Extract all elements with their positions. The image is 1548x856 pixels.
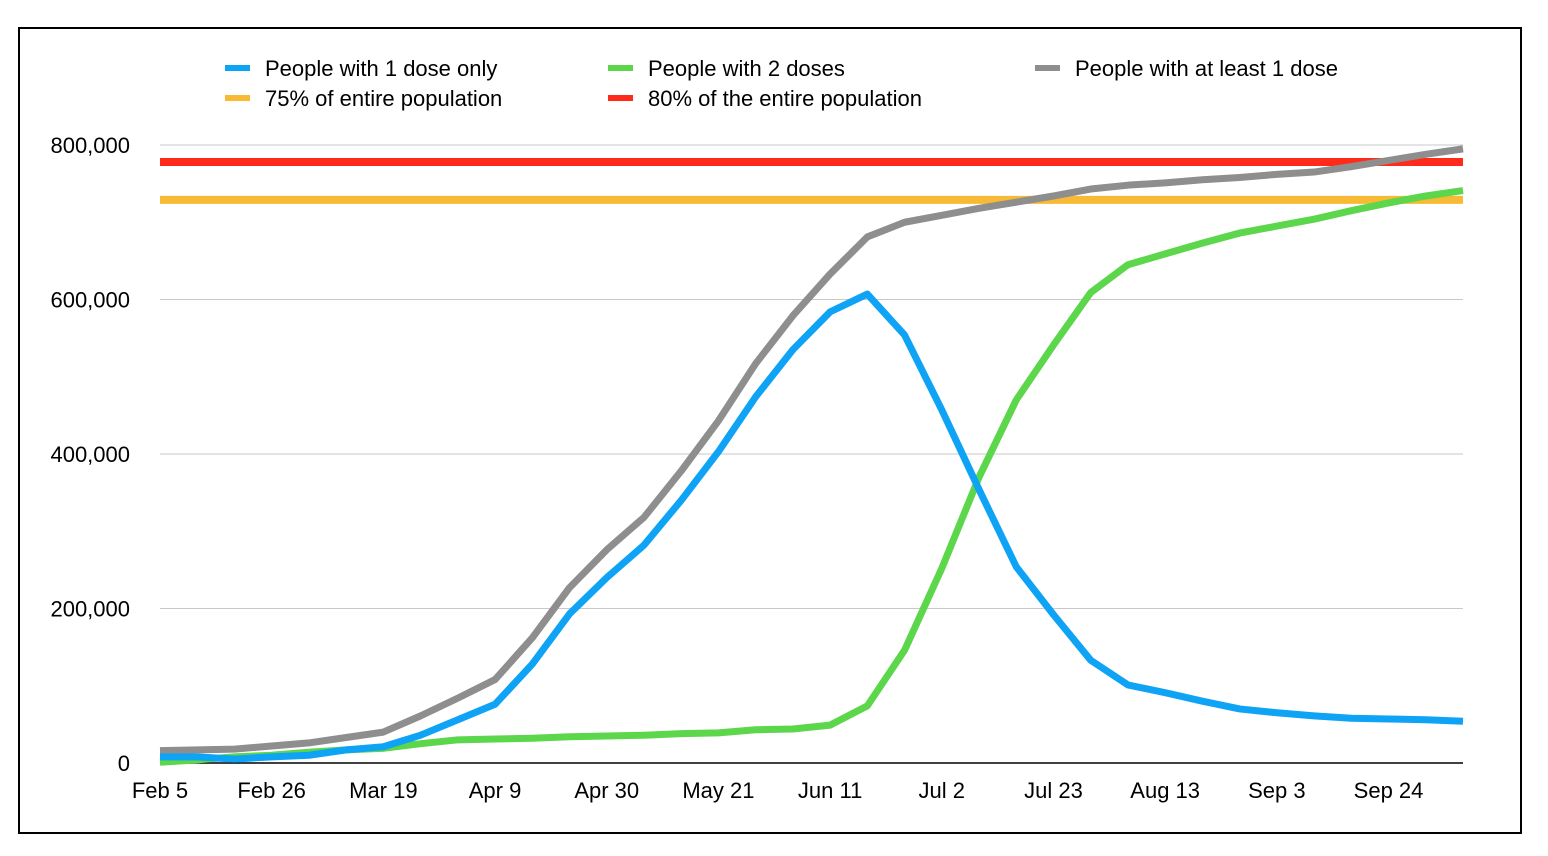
x-tick-label: Aug 13 [1130, 778, 1200, 803]
x-tick-label: Jul 2 [919, 778, 965, 803]
legend-label: 75% of entire population [265, 86, 502, 111]
y-tick-label: 800,000 [50, 133, 130, 158]
y-tick-label: 0 [118, 751, 130, 776]
series-line-0 [160, 290, 1464, 763]
x-tick-label: Sep 24 [1354, 778, 1424, 803]
x-tick-label: May 21 [682, 778, 754, 803]
y-tick-label: 400,000 [50, 442, 130, 467]
x-tick-label: Apr 9 [469, 778, 522, 803]
legend-label: People with 1 dose only [265, 56, 497, 81]
series-line-1 [159, 187, 1464, 766]
x-tick-label: Jul 23 [1024, 778, 1083, 803]
x-tick-label: Mar 19 [349, 778, 417, 803]
x-tick-label: Jun 11 [798, 778, 862, 803]
legend-label: People with 2 doses [648, 56, 845, 81]
legend-label: 80% of the entire population [648, 86, 922, 111]
x-tick-label: Feb 5 [132, 778, 188, 803]
chart-frame [18, 27, 1522, 834]
x-tick-label: Apr 30 [574, 778, 639, 803]
x-tick-label: Sep 3 [1248, 778, 1306, 803]
series-line-2 [159, 145, 1464, 755]
y-tick-label: 200,000 [50, 597, 130, 622]
x-tick-label: Feb 26 [237, 778, 306, 803]
legend-label: People with at least 1 dose [1075, 56, 1338, 81]
y-tick-label: 600,000 [50, 288, 130, 313]
